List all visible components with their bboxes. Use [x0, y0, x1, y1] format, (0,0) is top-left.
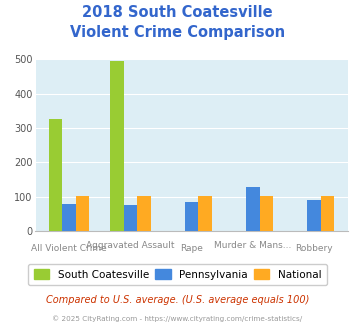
Bar	[49, 119, 62, 231]
Bar	[137, 196, 151, 231]
Text: Violent Crime Comparison: Violent Crime Comparison	[70, 25, 285, 40]
Bar	[110, 61, 124, 231]
Bar	[76, 196, 89, 231]
Bar	[62, 204, 76, 231]
Legend: South Coatesville, Pennsylvania, National: South Coatesville, Pennsylvania, Nationa…	[28, 264, 327, 285]
Text: Robbery: Robbery	[295, 244, 333, 253]
Bar	[307, 200, 321, 231]
Text: Murder & Mans...: Murder & Mans...	[214, 241, 292, 249]
Text: Aggravated Assault: Aggravated Assault	[86, 241, 175, 249]
Text: All Violent Crime: All Violent Crime	[31, 244, 107, 253]
Bar	[321, 196, 334, 231]
Text: Compared to U.S. average. (U.S. average equals 100): Compared to U.S. average. (U.S. average …	[46, 295, 309, 305]
Bar	[198, 196, 212, 231]
Bar	[124, 205, 137, 231]
Text: 2018 South Coatesville: 2018 South Coatesville	[82, 5, 273, 20]
Text: © 2025 CityRating.com - https://www.cityrating.com/crime-statistics/: © 2025 CityRating.com - https://www.city…	[53, 315, 302, 322]
Bar	[246, 187, 260, 231]
Bar	[260, 196, 273, 231]
Bar	[185, 202, 198, 231]
Text: Rape: Rape	[180, 244, 203, 253]
